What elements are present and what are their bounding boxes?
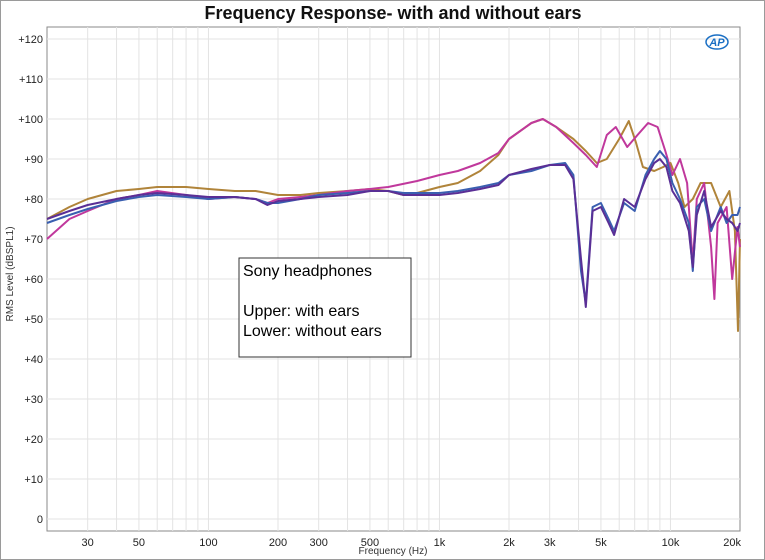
x-tick-label: 10k [662, 537, 680, 549]
x-axis-label: Frequency (Hz) [359, 546, 428, 557]
y-tick-label: +100 [18, 114, 43, 126]
y-tick-label: 0 [37, 514, 43, 526]
annotation-box-border [238, 257, 412, 358]
chart-title: Frequency Response- with and without ear… [204, 3, 581, 23]
grid-layer [47, 27, 740, 531]
annotation-line-1: Sony headphones [243, 263, 372, 280]
x-tick-label: 500 [361, 537, 379, 549]
y-axis-label: RMS Level (dBSPL1) [5, 226, 16, 321]
y-tick-label: +30 [24, 394, 43, 406]
annotation-line-3: Upper: with ears [243, 303, 360, 320]
ap-logo: AP [705, 34, 729, 50]
tick-layer: +120+110+100+90+80+70+60+50+40+30+20+100… [18, 34, 741, 549]
ap-logo-ring [705, 34, 729, 50]
series-line-4 [46, 158, 741, 308]
annotation-line-4: Lower: without ears [243, 323, 382, 340]
y-tick-label: +110 [19, 74, 43, 86]
y-tick-label: +80 [24, 194, 43, 206]
ap-logo-text: AP [708, 37, 725, 49]
series-layer [46, 118, 741, 332]
y-tick-label: +60 [24, 274, 43, 286]
y-tick-label: +40 [24, 354, 43, 366]
x-tick-label: 5k [595, 537, 607, 549]
y-tick-label: +90 [24, 154, 43, 166]
x-tick-label: 1k [434, 537, 446, 549]
x-tick-label: 20k [723, 537, 741, 549]
y-tick-label: +120 [18, 34, 43, 46]
x-tick-label: 2k [503, 537, 515, 549]
x-tick-label: 200 [269, 537, 287, 549]
y-tick-label: +10 [24, 474, 43, 486]
y-tick-label: +50 [24, 314, 43, 326]
y-tick-label: +70 [24, 234, 43, 246]
y-tick-label: +20 [24, 434, 43, 446]
x-tick-label: 30 [82, 537, 94, 549]
x-tick-label: 300 [309, 537, 327, 549]
x-tick-label: 100 [199, 537, 217, 549]
annotation-box: Sony headphones Upper: with ears Lower: … [238, 257, 412, 358]
x-tick-label: 50 [133, 537, 145, 549]
x-tick-label: 3k [544, 537, 556, 549]
